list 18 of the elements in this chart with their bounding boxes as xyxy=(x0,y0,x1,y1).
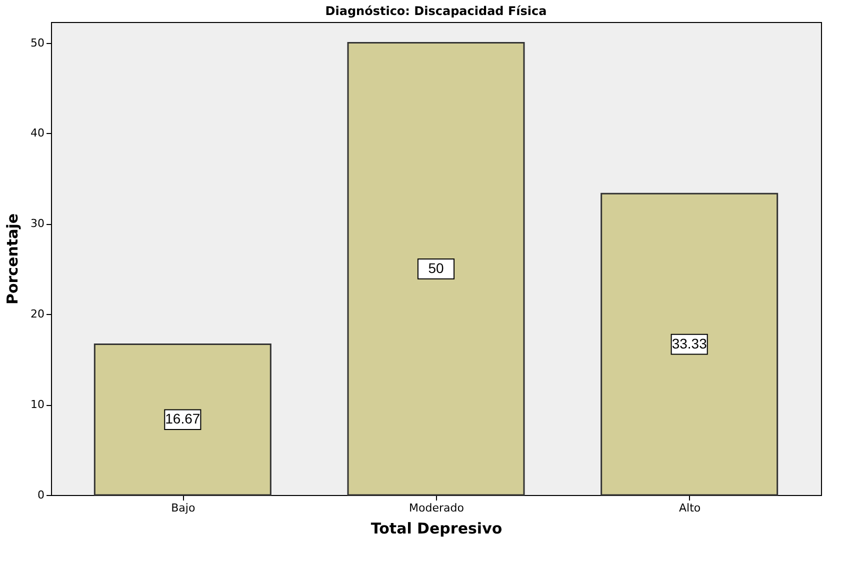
bar xyxy=(600,192,778,496)
y-tick-label: 30 xyxy=(30,217,44,230)
y-tick-label: 50 xyxy=(30,36,44,50)
y-tick-label: 20 xyxy=(30,308,44,321)
chart-title: Diagnóstico: Discapacidad Física xyxy=(325,4,547,18)
bar xyxy=(94,343,272,496)
y-tick-label: 0 xyxy=(38,488,44,502)
y-tick-label: 10 xyxy=(30,398,44,412)
data-label: 33.33 xyxy=(672,335,708,352)
data-label: 50 xyxy=(428,260,444,276)
y-tick-label: 40 xyxy=(30,126,44,140)
bar xyxy=(347,42,525,496)
x-tick-label: Bajo xyxy=(171,502,196,514)
y-axis-title: Porcentaje xyxy=(4,213,22,305)
x-tick-label: Moderado xyxy=(409,502,464,514)
x-tick-label: Alto xyxy=(679,502,701,514)
data-label: 16.67 xyxy=(165,410,200,427)
x-axis-title: Total Depresivo xyxy=(370,520,502,538)
